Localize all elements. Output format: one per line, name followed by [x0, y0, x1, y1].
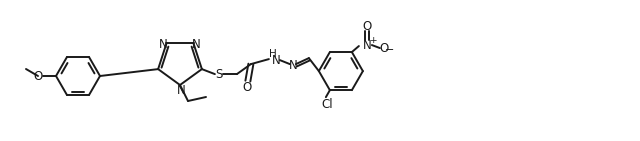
- Text: O: O: [243, 81, 252, 94]
- Text: Cl: Cl: [321, 98, 333, 111]
- Text: N: N: [192, 38, 201, 51]
- Text: O: O: [362, 20, 371, 33]
- Text: N: N: [289, 59, 297, 72]
- Text: O: O: [33, 70, 43, 82]
- Text: N: N: [271, 54, 280, 67]
- Text: S: S: [215, 68, 223, 81]
- Text: N: N: [159, 38, 168, 51]
- Text: O: O: [380, 42, 388, 55]
- Text: H: H: [269, 49, 276, 59]
- Text: N: N: [362, 38, 371, 52]
- Text: −: −: [385, 45, 395, 55]
- Text: N: N: [177, 83, 186, 96]
- Text: +: +: [369, 36, 376, 45]
